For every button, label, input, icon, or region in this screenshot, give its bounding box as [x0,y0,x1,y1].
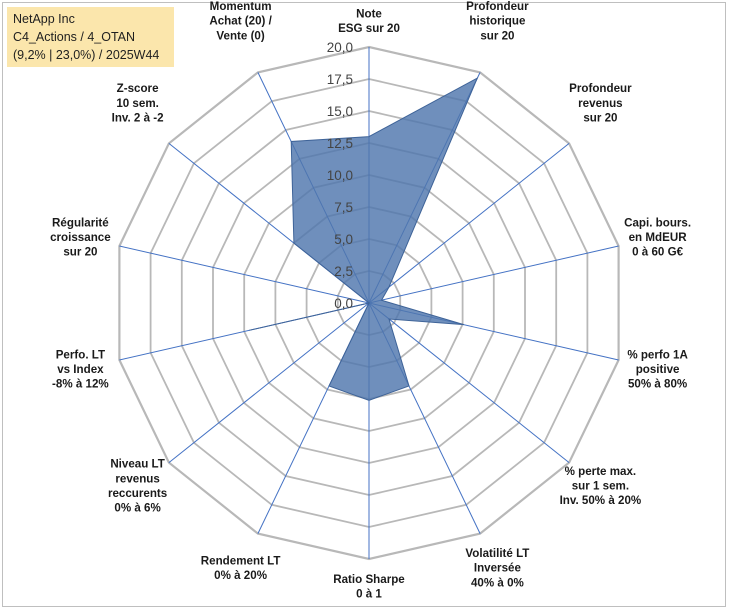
category-label: Note ESG sur 20 [338,8,400,36]
category-label: Capi. bours. en MdEUR 0 à 60 G€ [624,217,691,259]
tick-label: 15,0 [327,104,353,119]
tick-label: 7,5 [334,200,353,215]
tick-label: 17,5 [327,72,353,87]
chart-title: NetApp Inc [13,12,75,26]
tick-label: 0,0 [334,296,353,311]
axis-spoke [368,302,570,463]
axis-spoke [168,302,370,463]
category-label: Profondeur revenus sur 20 [569,82,632,124]
tick-label: 12,5 [327,136,353,151]
axis-spoke [119,245,370,304]
data-series-area [249,76,479,401]
category-label: Rendement LT 0% à 20% [201,554,281,582]
tick-label: 10,0 [327,168,353,183]
category-label: Volatilité LT Inversée 40% à 0% [465,547,529,589]
category-label: Momentum Achat (20) / Vente (0) [209,0,272,42]
category-label: Régularité croissance sur 20 [50,217,111,259]
category-label: Ratio Sharpe 0 à 1 [333,573,405,601]
tick-label: 5,0 [334,232,353,247]
tick-label: 2,5 [334,264,353,279]
axis-spoke [368,143,570,304]
category-label: Profondeur historique sur 20 [466,0,529,42]
tick-label: 20,0 [327,40,353,55]
chart-performance-label: (9,2% | 23,0%) / 2025W44 [13,48,160,62]
category-label: Z-score 10 sem. Inv. 2 à -2 [112,82,164,124]
axis-spoke [368,245,619,304]
category-label: % perfo 1A positive 50% à 80% [627,348,688,390]
chart-subtitle: C4_Actions / 4_OTAN [13,30,136,44]
category-label: Perfo. LT vs Index -8% à 12% [52,348,109,390]
category-label: % perte max. sur 1 sem. Inv. 50% à 20% [560,465,642,507]
category-label: Niveau LT revenus reccurents 0% à 6% [108,458,167,515]
chart-title-box: NetApp Inc C4_Actions / 4_OTAN (9,2% | 2… [7,7,174,67]
